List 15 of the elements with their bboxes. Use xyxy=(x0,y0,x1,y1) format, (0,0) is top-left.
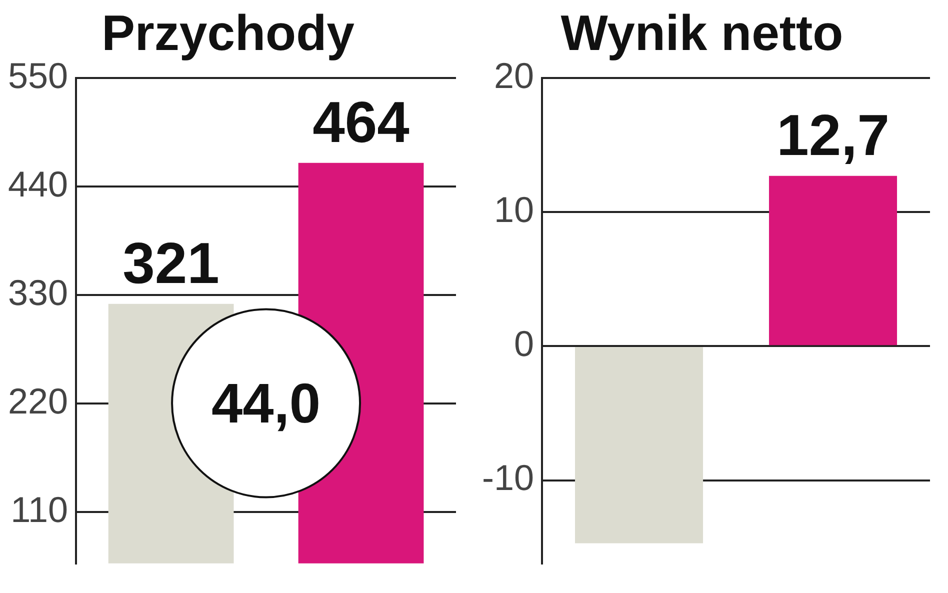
y-tick-label: 110 xyxy=(10,489,68,530)
y-tick-label: 0 xyxy=(514,323,534,364)
chart-title: Wynik netto xyxy=(560,4,844,61)
y-tick-label: 20 xyxy=(494,54,534,96)
y-tick-label: 550 xyxy=(8,54,68,96)
data-label: 321 xyxy=(122,230,220,296)
chart-title: Przychody xyxy=(102,4,355,61)
y-tick-label: 220 xyxy=(8,380,68,422)
data-label: 12,7 xyxy=(776,102,890,168)
annotation: 44,0 xyxy=(212,372,321,435)
y-tick-label: 440 xyxy=(8,163,68,204)
y-tick-label: 10 xyxy=(494,189,534,230)
data-label: 464 xyxy=(312,90,410,155)
y-tick-label: 330 xyxy=(8,272,68,313)
y-tick-label: -10 xyxy=(482,457,534,498)
